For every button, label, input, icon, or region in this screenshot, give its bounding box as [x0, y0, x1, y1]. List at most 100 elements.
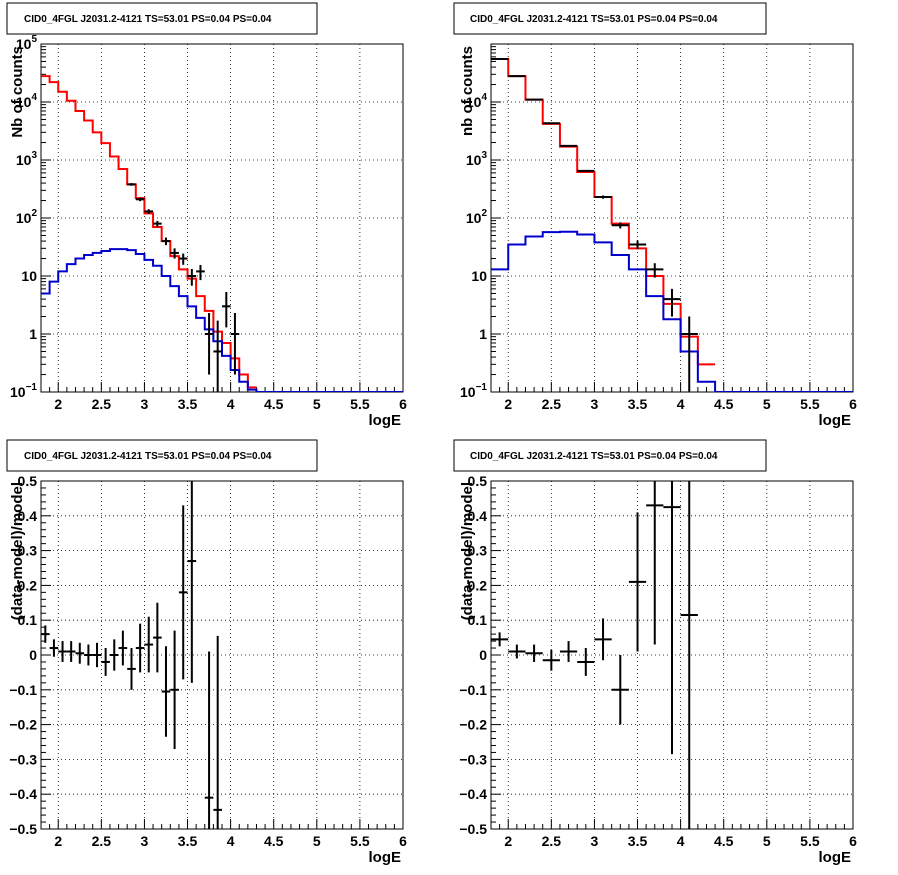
- y-tick-label: 0.3: [18, 543, 38, 559]
- y-tick-label: 104: [16, 92, 38, 110]
- x-axis-label: logE: [369, 412, 402, 429]
- data-point: [646, 481, 664, 645]
- data-layer: [41, 481, 222, 829]
- data-point: [559, 144, 578, 147]
- y-tick-label: 103: [466, 150, 488, 168]
- data-point: [92, 642, 102, 668]
- data-point: [84, 644, 93, 666]
- x-tick-label: 5.5: [800, 396, 820, 412]
- data-point: [66, 641, 76, 662]
- x-tick-label: 2: [54, 833, 62, 849]
- x-tick-label: 5.5: [350, 396, 370, 412]
- title-box: [453, 2, 767, 35]
- data-point: [161, 237, 171, 246]
- x-tick-label: 5: [313, 396, 321, 412]
- chart-title: CID0_4FGL J2031.2-4121 TS=53.01 PS=0.04 …: [470, 14, 718, 25]
- x-tick-label: 4.5: [264, 396, 284, 412]
- x-tick-label: 5.5: [350, 833, 370, 849]
- y-tick-label: −0.4: [9, 786, 37, 802]
- chart-title: CID0_4FGL J2031.2-4121 TS=53.01 PS=0.04 …: [470, 451, 718, 462]
- data-point: [594, 195, 612, 199]
- data-point: [49, 639, 59, 657]
- data-point: [559, 641, 578, 662]
- data-point: [144, 616, 154, 673]
- data-point: [101, 648, 110, 676]
- x-tick-label: 3.5: [178, 396, 198, 412]
- data-point: [153, 220, 162, 227]
- x-tick-label: 6: [399, 396, 407, 412]
- data-point: [628, 240, 647, 250]
- plot-panel: 2 2.5 3 3.5 4 4.5 5 5.5 6 10−1 1 10 102 103 104 105: [10, 34, 407, 412]
- y-tick-label: −0.4: [459, 786, 487, 802]
- x-tick-label: 5: [313, 833, 321, 849]
- data-point: [611, 222, 629, 229]
- data-point: [161, 646, 171, 737]
- y-tick-label: 0.2: [468, 577, 488, 593]
- y-tick-label: 0.4: [468, 508, 488, 524]
- data-point: [542, 122, 560, 125]
- x-tick-label: 3: [591, 396, 599, 412]
- y-tick-label: 103: [16, 150, 38, 168]
- data-point: [628, 512, 647, 652]
- x-tick-label: 4: [227, 833, 235, 849]
- data-point: [663, 481, 681, 755]
- title-box: [6, 2, 318, 35]
- data-point: [187, 481, 197, 683]
- data-point: [118, 630, 128, 666]
- x-tick-label: 6: [849, 396, 857, 412]
- data-point: [153, 602, 162, 673]
- plot-panel: 2 2.5 3 3.5 4 4.5 5 5.5 6 −0.5 −0.4 −0.3 −0.2 −0.1 0 0.…: [459, 473, 857, 849]
- data-point: [542, 649, 560, 671]
- y-tick-label: 10−1: [460, 382, 487, 400]
- data-layer: [41, 75, 403, 392]
- data-point: [178, 505, 188, 680]
- x-tick-label: 4.5: [264, 833, 284, 849]
- data-point: [508, 644, 526, 659]
- data-point: [204, 651, 214, 829]
- y-tick-label: −0.2: [9, 717, 37, 733]
- x-tick-label: 6: [399, 833, 407, 849]
- chart-title: CID0_4FGL J2031.2-4121 TS=53.01 PS=0.04 …: [24, 14, 272, 25]
- y-tick-label: 1: [479, 326, 487, 342]
- title-box: [6, 439, 318, 472]
- data-point: [41, 625, 50, 643]
- data-point: [611, 655, 629, 725]
- data-point: [170, 248, 179, 259]
- x-tick-label: 2: [504, 833, 512, 849]
- data-point: [127, 648, 136, 690]
- x-tick-label: 4: [677, 396, 685, 412]
- data-point: [594, 618, 612, 661]
- data-point: [135, 623, 145, 673]
- data-point: [178, 253, 188, 265]
- x-tick-label: 2: [504, 396, 512, 412]
- x-axis-label: logE: [819, 849, 852, 866]
- y-tick-label: 10: [471, 268, 487, 284]
- data-point: [230, 313, 240, 375]
- y-tick-label: 10−1: [10, 382, 37, 400]
- y-tick-label: −0.3: [459, 751, 487, 767]
- x-tick-label: 2.5: [542, 833, 562, 849]
- y-tick-label: 0.5: [18, 473, 38, 489]
- data-point: [646, 263, 664, 278]
- x-tick-label: 5: [763, 833, 771, 849]
- y-tick-label: 104: [466, 92, 488, 110]
- y-tick-label: −0.1: [459, 682, 487, 698]
- x-tick-label: 4.5: [714, 396, 734, 412]
- plot-panel: 2 2.5 3 3.5 4 4.5 5 5.5 6 −0.5 −0.4 −0.3 −0.2 −0.1 0 0.…: [9, 473, 407, 849]
- data-point: [525, 644, 543, 662]
- data-point: [213, 635, 222, 829]
- data-point: [663, 288, 681, 317]
- x-tick-label: 4: [227, 396, 235, 412]
- histogram-series-line: [41, 248, 403, 392]
- y-axis-label: Nb of counts: [9, 46, 26, 138]
- x-tick-label: 2.5: [92, 833, 112, 849]
- y-tick-label: −0.2: [459, 717, 487, 733]
- data-point: [135, 197, 145, 202]
- data-point: [491, 632, 509, 647]
- data-point: [680, 316, 698, 392]
- y-tick-label: −0.3: [9, 751, 37, 767]
- data-point: [187, 269, 197, 286]
- x-tick-label: 5: [763, 396, 771, 412]
- y-tick-label: 102: [16, 208, 38, 226]
- data-point: [196, 264, 205, 281]
